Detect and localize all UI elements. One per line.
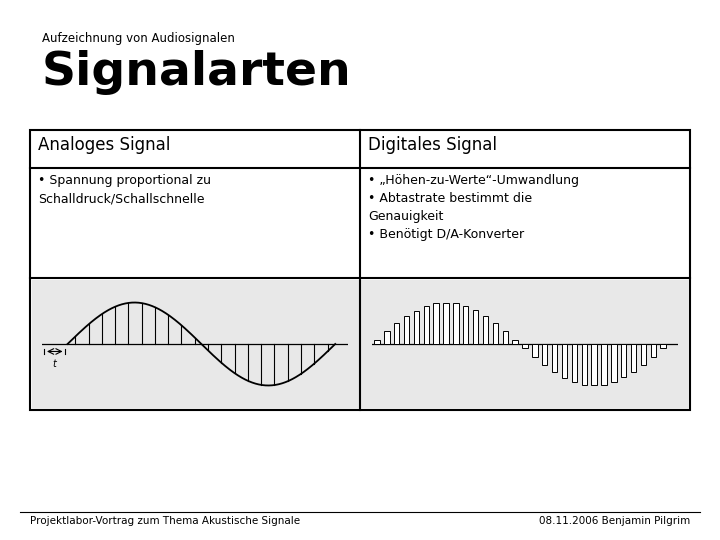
Text: Signalarten: Signalarten bbox=[42, 50, 352, 95]
Bar bbox=[463, 306, 469, 344]
Bar bbox=[641, 344, 646, 365]
Bar bbox=[522, 344, 528, 348]
Bar bbox=[552, 344, 557, 372]
Bar bbox=[601, 344, 607, 384]
Text: • Spannung proportional zu
Schalldruck/Schallschnelle: • Spannung proportional zu Schalldruck/S… bbox=[38, 174, 211, 205]
Bar bbox=[30, 130, 690, 410]
Bar bbox=[503, 331, 508, 344]
Text: Analoges Signal: Analoges Signal bbox=[38, 136, 171, 154]
Bar bbox=[394, 323, 400, 344]
Bar bbox=[414, 310, 419, 344]
Bar bbox=[542, 344, 547, 365]
Bar bbox=[611, 344, 616, 382]
Bar bbox=[631, 344, 636, 372]
Bar bbox=[582, 344, 587, 384]
Text: 08.11.2006 Benjamin Pilgrim: 08.11.2006 Benjamin Pilgrim bbox=[539, 516, 690, 526]
Bar bbox=[404, 316, 409, 344]
Bar bbox=[621, 344, 626, 377]
Bar bbox=[433, 303, 439, 344]
Bar bbox=[384, 332, 390, 344]
Bar bbox=[660, 344, 666, 348]
Bar bbox=[453, 303, 459, 344]
Bar bbox=[483, 316, 488, 344]
Bar bbox=[473, 310, 478, 344]
Bar bbox=[513, 340, 518, 344]
Bar bbox=[374, 340, 379, 344]
Text: • „Höhen-zu-Werte“-Umwandlung
• Abtastrate bestimmt die
Genauigkeit
• Benötigt D: • „Höhen-zu-Werte“-Umwandlung • Abtastra… bbox=[368, 174, 579, 241]
Bar bbox=[572, 344, 577, 382]
Bar bbox=[651, 344, 656, 356]
Bar bbox=[562, 344, 567, 377]
Bar bbox=[532, 344, 538, 357]
Bar bbox=[492, 323, 498, 344]
Text: Digitales Signal: Digitales Signal bbox=[368, 136, 497, 154]
Text: t: t bbox=[53, 359, 57, 369]
Bar bbox=[444, 302, 449, 344]
Text: Projektlabor-Vortrag zum Thema Akustische Signale: Projektlabor-Vortrag zum Thema Akustisch… bbox=[30, 516, 300, 526]
Bar bbox=[32, 280, 688, 408]
Bar bbox=[423, 306, 429, 344]
Text: Aufzeichnung von Audiosignalen: Aufzeichnung von Audiosignalen bbox=[42, 32, 235, 45]
Bar bbox=[591, 344, 597, 386]
